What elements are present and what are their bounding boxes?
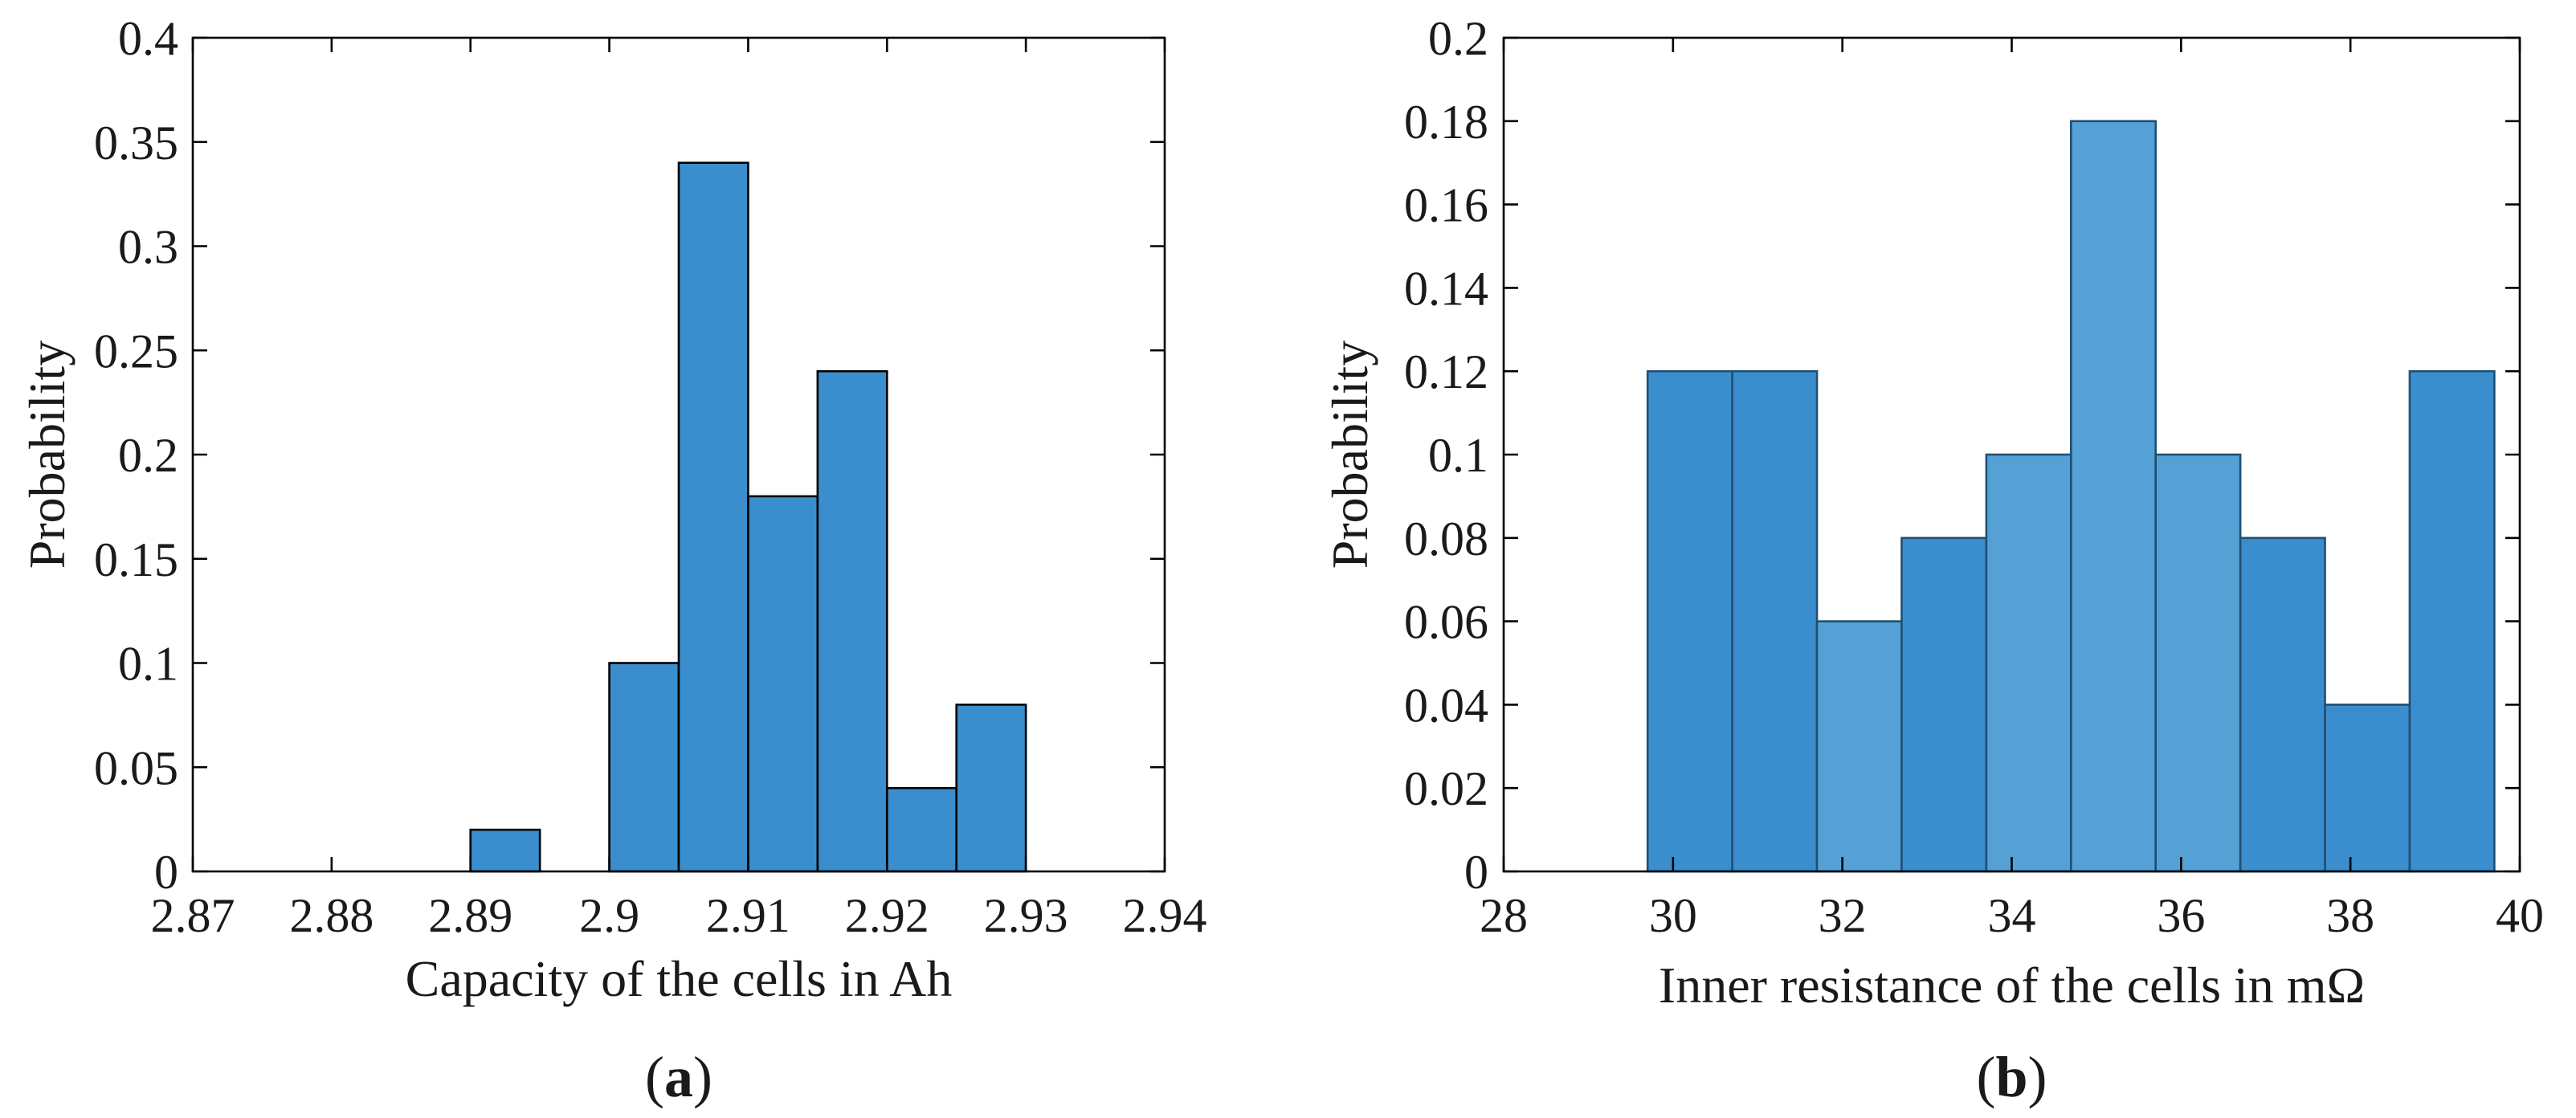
y-tick-label: 0.35 bbox=[94, 116, 178, 169]
y-tick-label: 0 bbox=[1464, 846, 1488, 899]
y-tick-label: 0.12 bbox=[1404, 345, 1488, 398]
x-tick-label: 36 bbox=[2157, 889, 2205, 942]
x-tick-label: 28 bbox=[1480, 889, 1528, 942]
histogram-bar bbox=[2408, 369, 2496, 873]
y-tick-label: 0.1 bbox=[1428, 429, 1488, 482]
x-tick-label: 32 bbox=[1819, 889, 1867, 942]
y-tick-label: 0.18 bbox=[1404, 96, 1488, 149]
histogram-bar bbox=[677, 161, 749, 873]
histogram-bar bbox=[885, 786, 958, 873]
y-tick-label: 0.25 bbox=[94, 324, 178, 377]
histogram-bar bbox=[2239, 537, 2326, 873]
y-tick-label: 0.2 bbox=[118, 429, 178, 482]
y-tick-label: 0.15 bbox=[94, 533, 178, 586]
x-tick-label: 2.87 bbox=[151, 889, 235, 942]
histogram-bar bbox=[2069, 120, 2158, 873]
x-tick-label: 2.91 bbox=[706, 889, 790, 942]
y-tick-label: 0.3 bbox=[118, 221, 178, 274]
histogram-bar bbox=[2154, 453, 2242, 873]
histogram-bar bbox=[2324, 704, 2411, 873]
y-axis-label: Probability bbox=[1321, 341, 1378, 569]
y-tick-label: 0.1 bbox=[118, 638, 178, 691]
y-tick-label: 0.2 bbox=[1428, 12, 1488, 65]
histogram-bar bbox=[1815, 620, 1903, 873]
y-tick-label: 0 bbox=[154, 846, 178, 899]
y-tick-label: 0.14 bbox=[1404, 262, 1488, 315]
y-tick-label: 0.16 bbox=[1404, 179, 1488, 232]
histogram-bar bbox=[608, 662, 680, 873]
y-tick-label: 0.08 bbox=[1404, 512, 1488, 565]
histogram-bar bbox=[955, 704, 1027, 873]
panel-label: (b) bbox=[1976, 1045, 2047, 1109]
histogram-bar bbox=[1731, 369, 1819, 873]
y-tick-label: 0.4 bbox=[118, 12, 178, 65]
y-tick-label: 0.04 bbox=[1404, 679, 1488, 732]
histogram-bar bbox=[1646, 369, 1733, 873]
histogram-bar bbox=[747, 495, 819, 873]
histogram-bar bbox=[1985, 453, 2072, 873]
x-tick-label: 30 bbox=[1649, 889, 1697, 942]
x-tick-label: 2.94 bbox=[1123, 889, 1207, 942]
histogram-bar bbox=[469, 828, 541, 873]
panel-letter: b bbox=[1995, 1045, 2027, 1109]
histogram-bar bbox=[1900, 537, 1988, 873]
chart-a-capacity-histogram: 2.87 2.88 2.89 2.9 2.91 2.92 2.93 2.94 0 0.05 0.1 0… bbox=[18, 12, 1207, 1109]
x-tick-label: 34 bbox=[1988, 889, 2036, 942]
x-tick-label: 2.93 bbox=[984, 889, 1068, 942]
x-tick-label: 40 bbox=[2496, 889, 2544, 942]
x-tick-label: 2.9 bbox=[579, 889, 639, 942]
y-tick-label: 0.06 bbox=[1404, 596, 1488, 649]
x-axis-label: Capacity of the cells in Ah bbox=[406, 950, 953, 1007]
x-tick-label: 2.92 bbox=[845, 889, 929, 942]
histogram-bar bbox=[816, 369, 888, 873]
x-tick-label: 38 bbox=[2326, 889, 2374, 942]
y-tick-label: 0.02 bbox=[1404, 762, 1488, 815]
x-tick-label: 2.89 bbox=[428, 889, 512, 942]
x-axis-label: Inner resistance of the cells in mΩ bbox=[1659, 957, 2365, 1014]
panel-letter: a bbox=[664, 1045, 693, 1109]
y-axis-label: Probability bbox=[18, 341, 76, 569]
panel-label: (a) bbox=[645, 1045, 712, 1109]
x-tick-label: 2.88 bbox=[289, 889, 374, 942]
chart-b-resistance-histogram: 28 30 32 34 36 38 40 0 0.02 0.04 0.06 0.08 0.1 0.12 0.… bbox=[1321, 12, 2544, 1109]
y-tick-label: 0.05 bbox=[94, 741, 178, 794]
